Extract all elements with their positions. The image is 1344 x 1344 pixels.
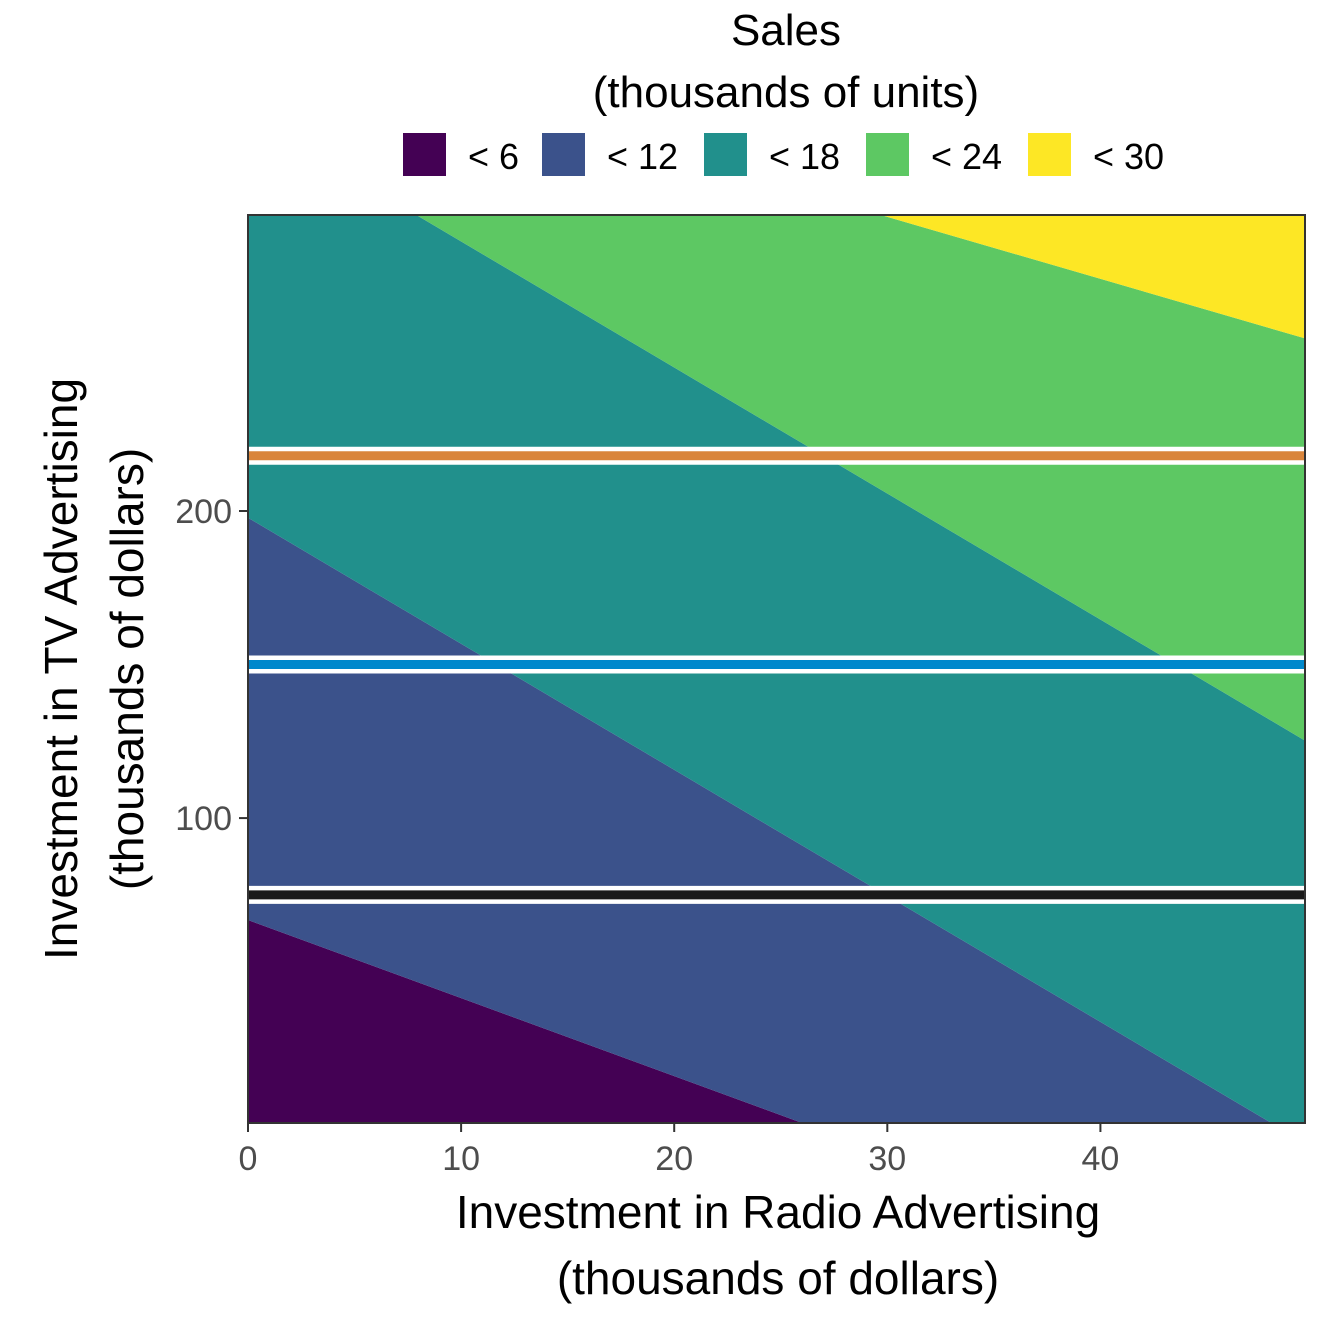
legend: Sales (thousands of units) < 6 < 12 < 18 < … xyxy=(403,6,1164,177)
plot-panel xyxy=(247,214,1306,1124)
y-tick-label-1: 100 xyxy=(175,800,232,838)
legend-key-4 xyxy=(866,133,909,176)
x-tick-label-5: 40 xyxy=(1082,1140,1120,1178)
x-tick-label-4: 30 xyxy=(868,1140,906,1178)
legend-key-5 xyxy=(1028,133,1071,176)
legend-label-1: < 6 xyxy=(468,136,519,177)
legend-key-2 xyxy=(542,133,585,176)
x-axis: 0 10 20 30 40 xyxy=(239,1123,1120,1178)
legend-title-line2: (thousands of units) xyxy=(593,68,979,117)
y-tick-label-2: 200 xyxy=(175,493,232,531)
panel-border xyxy=(247,214,1306,1124)
x-axis-title-line1: Investment in Radio Advertising xyxy=(456,1186,1100,1238)
legend-label-4: < 24 xyxy=(931,136,1002,177)
legend-label-5: < 30 xyxy=(1093,136,1164,177)
y-axis: 100 200 xyxy=(175,493,248,838)
legend-label-2: < 12 xyxy=(607,136,678,177)
legend-title-line1: Sales xyxy=(731,6,841,55)
x-tick-label-1: 0 xyxy=(239,1140,258,1178)
contour-band-4 xyxy=(416,215,1305,741)
legend-label-3: < 18 xyxy=(769,136,840,177)
y-axis-title-line2: (thousands of dollars) xyxy=(101,448,153,890)
x-tick-label-3: 20 xyxy=(655,1140,693,1178)
x-tick-label-2: 10 xyxy=(442,1140,480,1178)
contour-band-5 xyxy=(880,215,1305,339)
legend-key-3 xyxy=(704,133,747,176)
x-axis-title-line2: (thousands of dollars) xyxy=(557,1252,999,1304)
legend-key-1 xyxy=(403,133,446,176)
y-axis-title-line1: Investment in TV Advertising xyxy=(35,378,87,960)
